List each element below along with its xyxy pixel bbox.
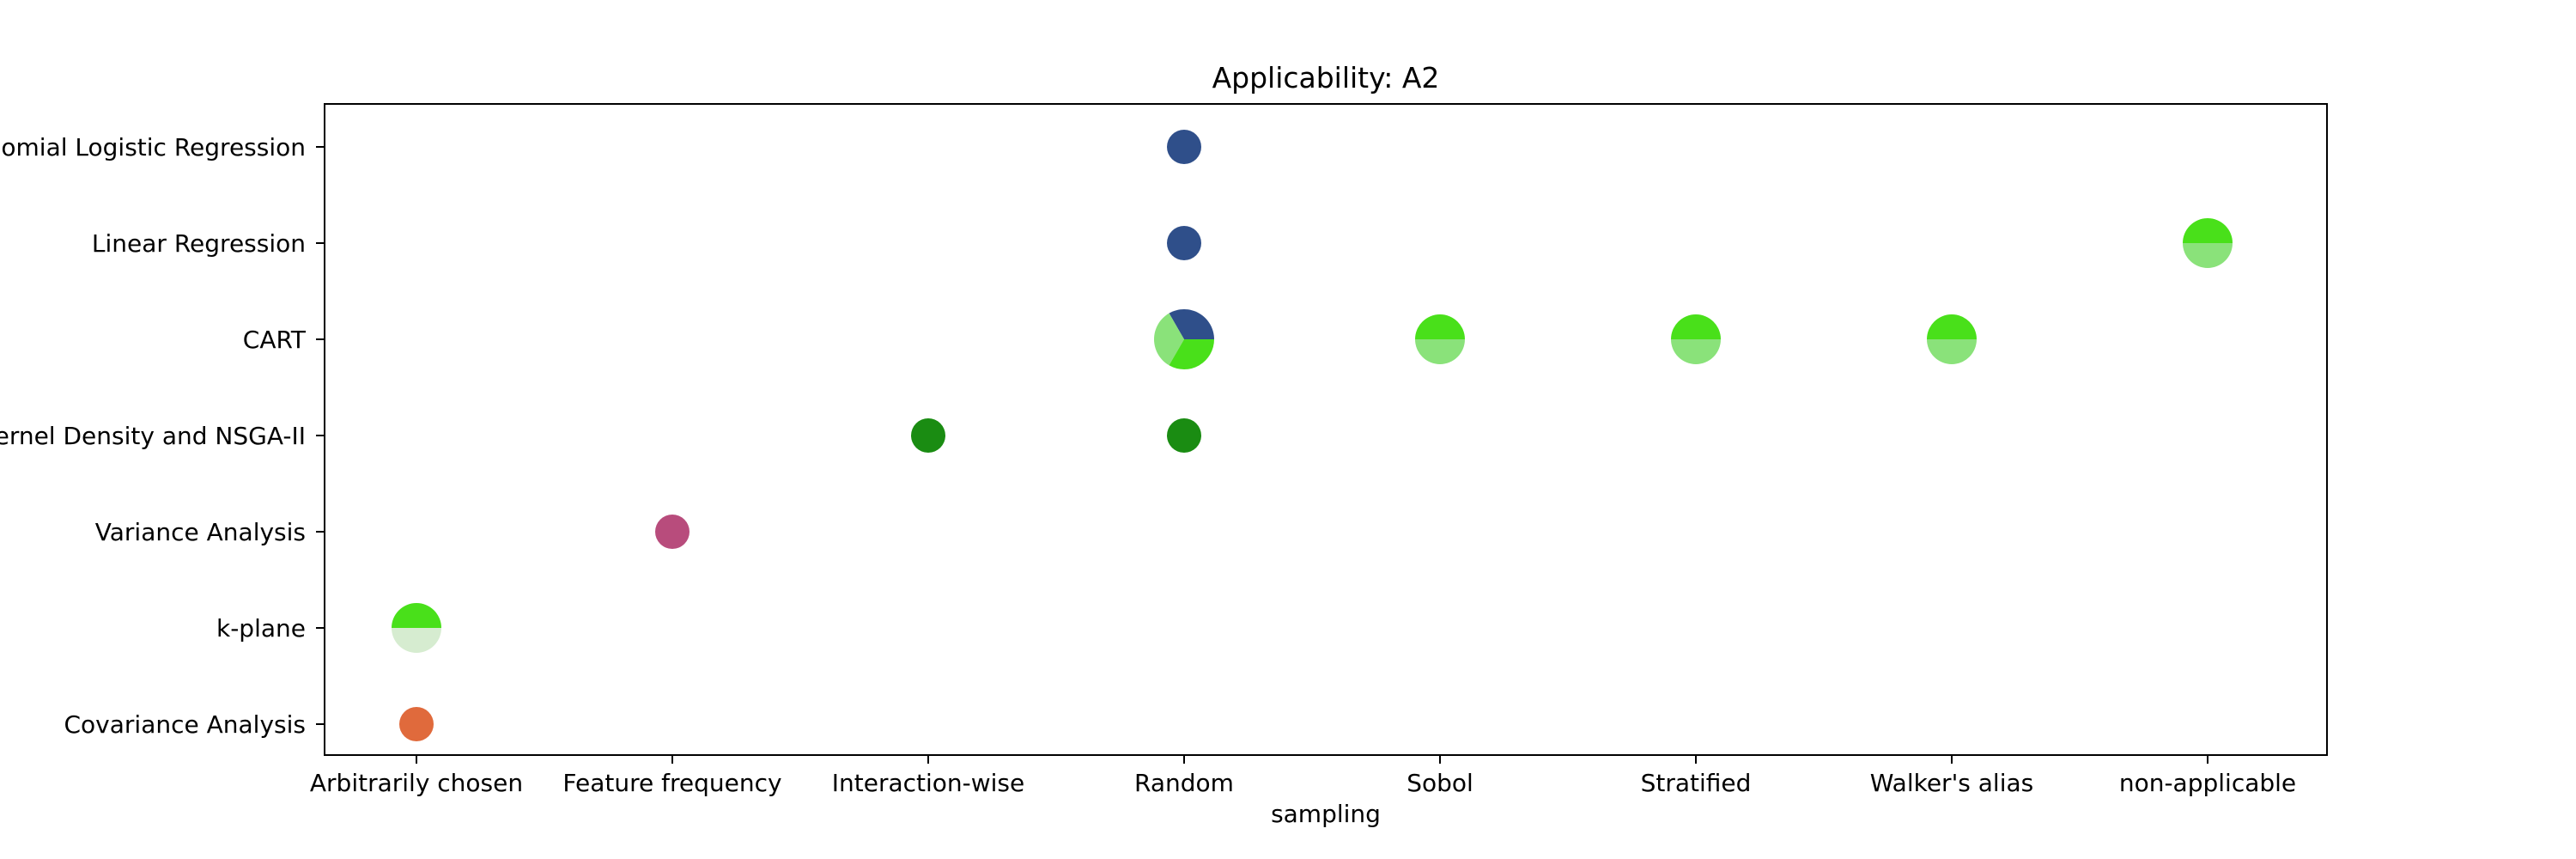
data-point [392, 603, 441, 653]
point-slice [1927, 314, 1977, 339]
point-slice [392, 603, 441, 628]
data-point [1167, 130, 1201, 164]
y-tick-label: Linear Regression [92, 229, 306, 258]
y-tick-label: Covariance Analysis [64, 710, 307, 739]
point-slice [392, 628, 441, 653]
x-axis-label: sampling [1271, 800, 1381, 828]
point-slice [1671, 314, 1721, 339]
x-tick-label: Random [1134, 769, 1234, 797]
point-slice [1167, 130, 1201, 164]
data-point [1415, 314, 1465, 364]
point-slice [1167, 226, 1201, 260]
data-point [399, 707, 434, 741]
y-axis: Covariance Analysis k-plane Variance Analy… [0, 133, 325, 739]
y-tick-label: k-plane [216, 614, 306, 643]
point-slice [2183, 243, 2233, 268]
data-point [1154, 308, 1214, 369]
point-slice [655, 515, 690, 549]
x-tick-label: Walker's alias [1870, 769, 2033, 797]
point-slice [1927, 339, 1977, 364]
data-point [2183, 218, 2233, 268]
data-point [1671, 314, 1721, 364]
chart-title: Applicability: A2 [1212, 61, 1440, 94]
x-axis: Arbitrarily chosen Feature frequency Inter… [310, 755, 2296, 797]
data-point [1927, 314, 1977, 364]
x-tick-label: Stratified [1641, 769, 1752, 797]
data-point [911, 418, 945, 453]
data-point [655, 515, 690, 549]
x-tick-label: Interaction-wise [832, 769, 1025, 797]
x-tick-label: Feature frequency [562, 769, 781, 797]
y-tick-label: Variance Analysis [95, 518, 306, 546]
data-point [1167, 418, 1201, 453]
point-slice [399, 707, 434, 741]
x-tick-label: non-applicable [2119, 769, 2296, 797]
point-slice [2183, 218, 2233, 243]
point-slice [1167, 418, 1201, 453]
point-slice [1169, 308, 1214, 339]
plot-area [392, 130, 2233, 741]
plot-frame [324, 103, 2328, 756]
x-tick-label: Arbitrarily chosen [310, 769, 523, 797]
point-slice [911, 418, 945, 453]
point-slice [1671, 339, 1721, 364]
point-slice [1415, 314, 1465, 339]
y-tick-label: Kernel Density and NSGA-II [0, 422, 306, 450]
y-tick-label: Multinomial Logistic Regression [0, 133, 306, 161]
y-tick-label: CART [243, 326, 307, 354]
point-slice [1169, 339, 1214, 369]
x-tick-label: Sobol [1406, 769, 1473, 797]
point-slice [1154, 313, 1184, 366]
point-slice [1415, 339, 1465, 364]
data-point [1167, 226, 1201, 260]
